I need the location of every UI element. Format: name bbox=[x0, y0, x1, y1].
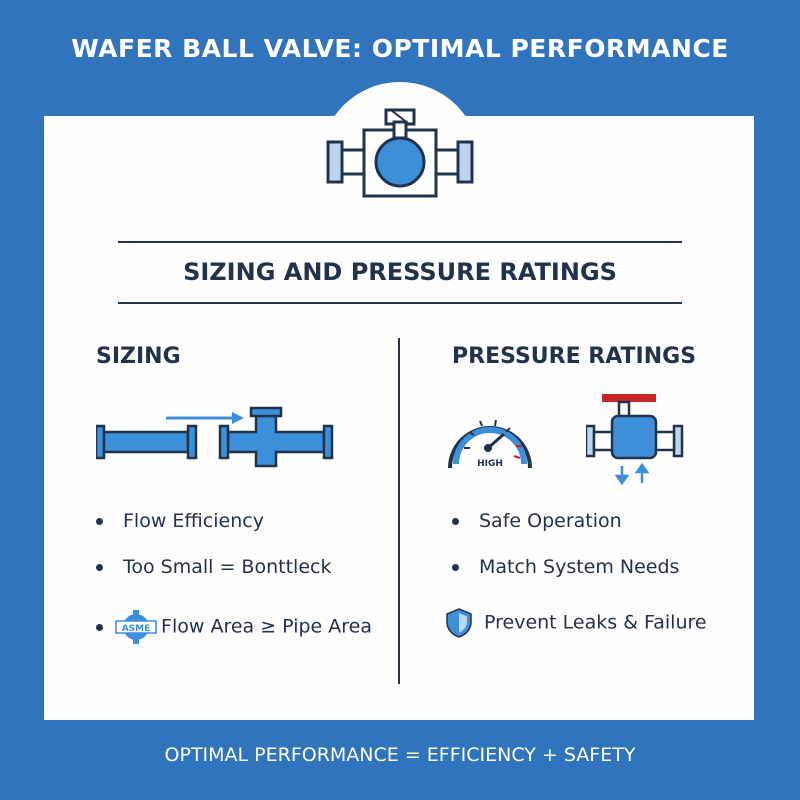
section-rule-bottom bbox=[118, 302, 682, 304]
list-item: Prevent Leaks & Failure bbox=[446, 608, 707, 638]
sizing-heading: SIZING bbox=[96, 344, 181, 369]
list-item-label: Match System Needs bbox=[479, 556, 680, 578]
section-rule-top bbox=[118, 241, 682, 243]
pipe-and-tee-icon bbox=[96, 406, 334, 468]
asme-badge-label: ASME bbox=[122, 624, 151, 634]
gauge-high-label: HIGH bbox=[477, 459, 503, 469]
column-divider bbox=[398, 338, 400, 684]
bullet-dot-icon bbox=[96, 564, 103, 571]
valve-with-handle-icon bbox=[586, 394, 684, 486]
list-item-label: Prevent Leaks & Failure bbox=[484, 611, 707, 634]
pressure-ratings-heading: PRESSURE RATINGS bbox=[452, 344, 697, 369]
list-item: ASME Flow Area ≥ Pipe Area bbox=[96, 610, 372, 644]
pressure-gauge-icon: HIGH bbox=[448, 419, 532, 469]
asme-gear-icon: ASME bbox=[115, 610, 157, 644]
section-title: SIZING AND PRESSURE RATINGS bbox=[183, 258, 617, 286]
bullet-dot-icon bbox=[96, 623, 103, 631]
list-item-label: Safe Operation bbox=[479, 510, 622, 532]
bullet-dot-icon bbox=[452, 518, 459, 525]
page-title: WAFER BALL VALVE: OPTIMAL PERFORMANCE bbox=[71, 34, 729, 63]
list-item: Safe Operation bbox=[452, 510, 622, 532]
bullet-dot-icon bbox=[452, 564, 459, 571]
list-item-label: Too Small = Bonttleck bbox=[123, 556, 332, 578]
list-item-label: Flow Area ≥ Pipe Area bbox=[161, 615, 373, 638]
bullet-dot-icon bbox=[96, 518, 103, 525]
list-item-label: Flow Efficiency bbox=[123, 510, 264, 532]
list-item: Too Small = Bonttleck bbox=[96, 556, 331, 578]
wafer-ball-valve-icon bbox=[326, 108, 474, 198]
list-item: Match System Needs bbox=[452, 556, 679, 578]
shield-icon bbox=[446, 608, 472, 638]
list-item: Flow Efficiency bbox=[96, 510, 264, 532]
footer-tagline: OPTIMAL PERFORMANCE = EFFICIENCY + SAFET… bbox=[164, 744, 636, 766]
